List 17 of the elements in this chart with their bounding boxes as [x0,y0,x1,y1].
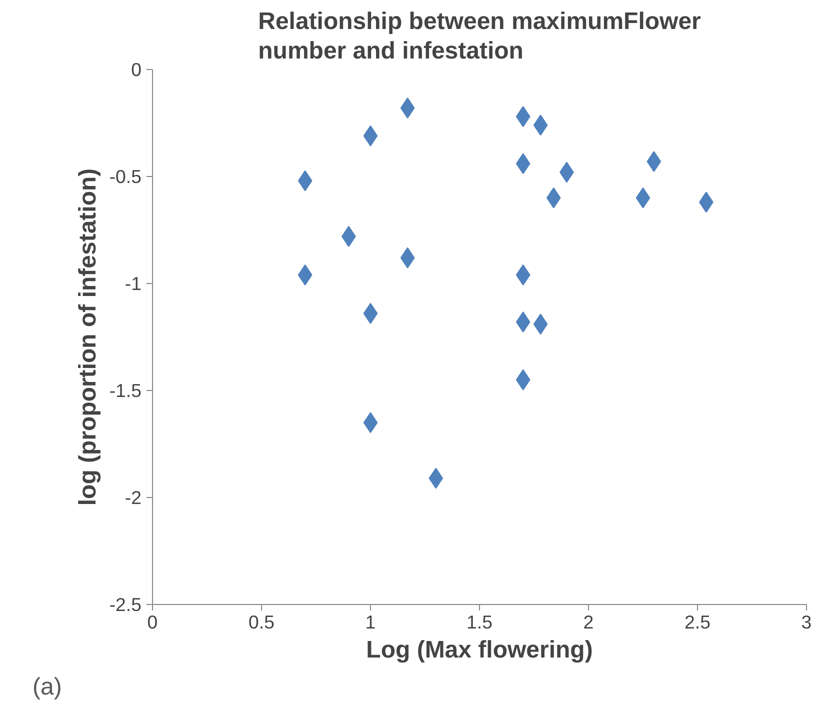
y-tick-label: -0.5 [109,166,142,187]
x-tick-label: 0.5 [248,612,274,632]
x-tick-label: 2.5 [684,612,710,632]
y-axis-title: log (proportion of infestation) [74,168,102,506]
x-axis-title: Log (Max flowering) [366,636,593,664]
text: (a) [32,674,62,700]
chart-title: Relationship between maximumFlower number and infestation [258,8,701,64]
y-tick-label: 0 [131,59,142,80]
y-tick-label: -1.5 [109,380,142,401]
x-tick-label: 0 [147,612,158,632]
x-tick-label: 2 [583,612,594,632]
x-tick-label: 3 [801,612,812,632]
x-tick-label: 1.5 [466,612,492,632]
y-tick-label: -1 [124,273,142,294]
y-tick-label: -2.5 [109,594,142,615]
x-tick-label: 1 [365,612,376,632]
y-tick-label: -2 [124,487,142,508]
